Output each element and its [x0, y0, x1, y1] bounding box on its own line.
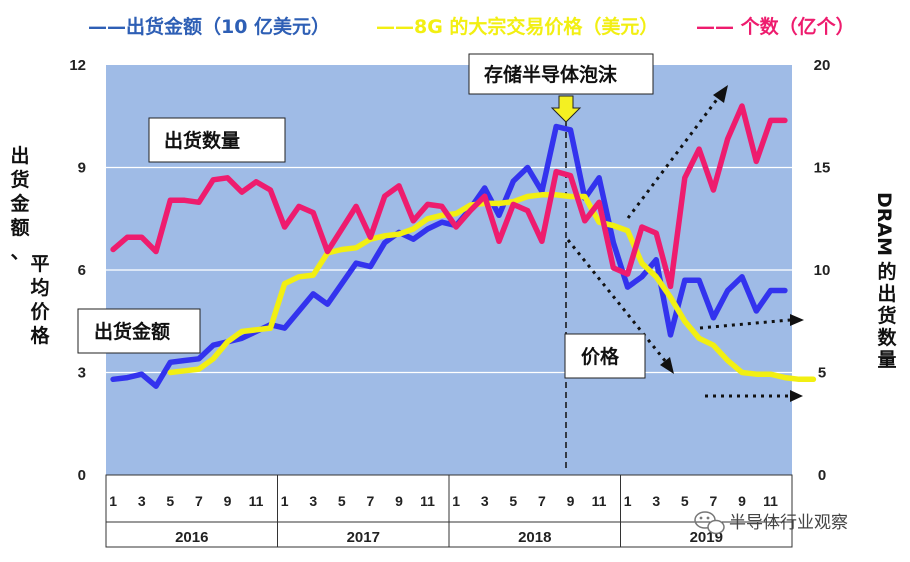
month-tick-label: 3: [652, 493, 660, 509]
shipment-flat-arrowhead: [790, 314, 804, 326]
month-tick-label: 3: [481, 493, 489, 509]
left-axis-title-char: 价: [30, 301, 50, 323]
bubble-annotation: 存储半导体泡沫: [468, 53, 654, 95]
year-label: 2016: [175, 529, 208, 546]
left-axis-title-char: 均: [30, 276, 49, 299]
watermark-text: 半导体行业观察: [729, 513, 848, 533]
left-tick-label: 6: [78, 262, 86, 279]
right-axis-ticks: 0 5 10 15 20: [814, 57, 831, 484]
units-trend-arrowhead: [713, 85, 728, 103]
price-annotation-box: [564, 333, 646, 379]
month-tick-label: 1: [452, 493, 460, 509]
left-axis-title-char: 金: [9, 192, 30, 215]
shipment-annotation-text: 出货金额: [94, 320, 170, 343]
left-axis-title-char: 平: [30, 253, 49, 275]
bubble-annotation-text: 存储半导体泡沫: [484, 63, 618, 86]
price-flat-arrowhead: [790, 390, 803, 402]
right-tick-label: 5: [818, 365, 826, 382]
left-axis-title-char: 格: [30, 324, 50, 347]
month-tick-label: 7: [709, 493, 717, 509]
x-axis-frame: [105, 474, 793, 548]
month-tick-label: 5: [338, 493, 346, 509]
shipment-annotation: 出货金额: [77, 308, 201, 354]
left-axis-title-char: 、: [10, 241, 29, 263]
bubble-arrow-icon: [550, 95, 582, 123]
legend-units: —— 个数（亿个）: [696, 15, 855, 38]
month-tick-label: 1: [109, 493, 117, 509]
month-tick-label: 9: [738, 493, 746, 509]
left-tick-label: 3: [78, 365, 86, 382]
shipment-trend-arrow: [566, 239, 668, 363]
right-tick-label: 10: [814, 262, 831, 279]
month-tick-label: 7: [366, 493, 374, 509]
units-annotation-text: 出货数量: [164, 129, 240, 152]
right-tick-label: 0: [818, 467, 826, 484]
left-axis-title-char: 货: [10, 168, 29, 191]
trend-arrows: [566, 85, 804, 402]
legend-shipment: ——出货金额（10 亿美元）: [88, 15, 330, 38]
right-axis-title-char: 数: [877, 326, 897, 349]
month-tick-label: 1: [624, 493, 632, 509]
wechat-icon: [694, 511, 725, 535]
right-tick-label: 20: [814, 57, 831, 74]
right-axis-title-char: 出: [877, 282, 896, 305]
month-tick-label: 5: [681, 493, 689, 509]
series-line-2: [110, 103, 788, 290]
left-axis-title-char: 额: [10, 216, 29, 239]
right-tick-label: 15: [814, 160, 831, 177]
month-tick-label: 11: [420, 493, 435, 509]
right-axis-title-char: 的: [877, 260, 896, 283]
month-tick-label: 11: [763, 493, 778, 509]
legend-price: ——8G 的大宗交易价格（美元）: [376, 15, 658, 38]
left-tick-label: 12: [69, 57, 86, 74]
month-tick-label: 11: [592, 493, 607, 509]
shipment-trend-arrowhead: [660, 357, 674, 374]
month-tick-label: 5: [166, 493, 174, 509]
month-tick-labels: 1 3 5 7 9 11 1 3 5 7 9 11 1 3 5 7 9 11 1 3 5 7 9 11: [109, 493, 778, 509]
year-label: 2018: [518, 529, 551, 546]
price-annotation: 价格: [564, 333, 646, 379]
bubble-annotation-box: [468, 53, 654, 95]
month-tick-label: 3: [138, 493, 146, 509]
series-line-1: [167, 192, 817, 383]
left-axis-title-char: 出: [10, 144, 29, 167]
month-tick-label: 9: [395, 493, 403, 509]
month-tick-label: 5: [509, 493, 517, 509]
series-group: [110, 103, 817, 389]
left-tick-label: 0: [78, 467, 86, 484]
shipment-annotation-box: [77, 308, 201, 354]
month-tick-label: 1: [281, 493, 289, 509]
gridlines: [106, 166, 792, 374]
month-tick-label: 9: [567, 493, 575, 509]
watermark: 半导体行业观察: [694, 511, 848, 535]
year-labels: 2016 2017 2018 2019: [175, 529, 723, 546]
month-tick-label: 7: [195, 493, 203, 509]
units-trend-arrow: [626, 97, 720, 219]
left-tick-label: 9: [78, 160, 86, 177]
month-tick-label: 7: [538, 493, 546, 509]
month-tick-label: 3: [309, 493, 317, 509]
month-tick-label: 9: [224, 493, 232, 509]
left-axis-ticks: 0 3 6 9 12: [69, 57, 86, 484]
year-label: 2017: [347, 529, 380, 546]
month-tick-label: 11: [249, 493, 264, 509]
units-annotation: 出货数量: [148, 117, 286, 163]
legend: ——出货金额（10 亿美元） ——8G 的大宗交易价格（美元） —— 个数（亿个…: [88, 15, 855, 38]
right-axis-title-char: 货: [877, 304, 896, 327]
price-annotation-text: 价格: [581, 345, 620, 368]
right-axis-title-char: 量: [877, 349, 896, 371]
units-annotation-box: [148, 117, 286, 163]
right-axis-title-latin: DRAM: [873, 192, 895, 256]
